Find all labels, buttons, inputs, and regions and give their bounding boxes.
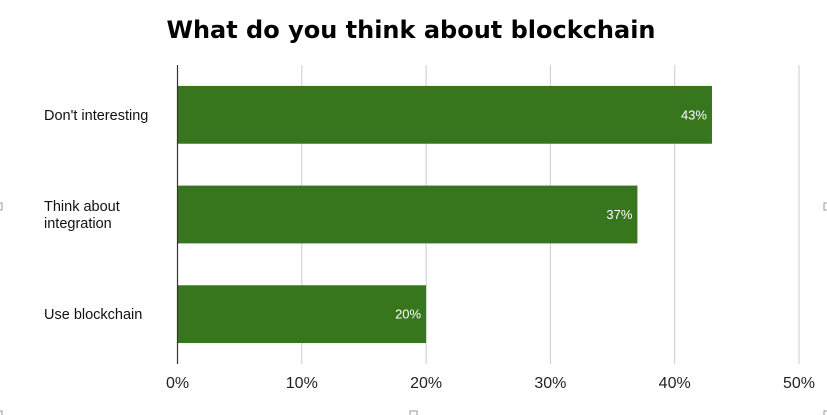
selection-handle-bottom[interactable] [409, 410, 418, 415]
chart-title: What do you think about blockchain [166, 16, 655, 44]
category-label: Don't interesting [44, 108, 148, 124]
bar[interactable] [177, 85, 712, 144]
bar[interactable] [177, 185, 638, 244]
data-label: 37% [606, 207, 632, 222]
category-label: Think about [44, 199, 120, 215]
data-label: 20% [395, 307, 421, 322]
x-tick-label: 50% [783, 375, 815, 392]
data-label: 43% [681, 107, 707, 122]
x-tick-label: 20% [410, 375, 442, 392]
selection-handle-left[interactable] [0, 202, 3, 211]
bar[interactable] [177, 285, 427, 344]
x-axis-ticks: 0% 10% 20% 30% 40% 50% [166, 375, 815, 392]
x-tick-label: 10% [286, 375, 318, 392]
selection-handle-bottom-left[interactable] [0, 410, 3, 415]
x-tick-label: 30% [534, 375, 566, 392]
category-label: Use blockchain [44, 307, 142, 323]
x-tick-label: 0% [166, 375, 189, 392]
selection-handles [0, 202, 827, 415]
bars: 43% 37% 20% [177, 85, 712, 344]
x-tick-label: 40% [659, 375, 691, 392]
category-label: integration [44, 216, 112, 232]
